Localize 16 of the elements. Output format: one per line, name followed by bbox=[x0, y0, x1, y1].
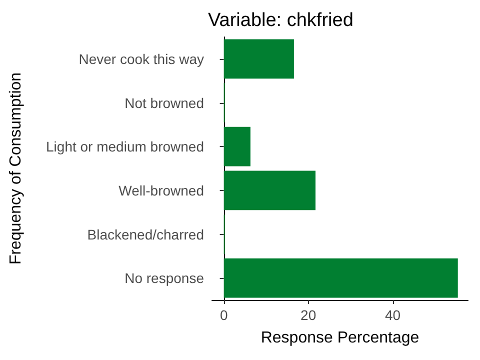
bar bbox=[224, 170, 316, 210]
bar bbox=[224, 126, 250, 166]
y-tick-label: No response bbox=[124, 270, 204, 286]
x-axis-title: Response Percentage bbox=[260, 330, 420, 346]
x-tick-label: 0 bbox=[220, 307, 228, 323]
bar bbox=[224, 258, 458, 298]
x-tick-label: 20 bbox=[300, 307, 316, 323]
y-tick-label: Light or medium browned bbox=[46, 138, 204, 155]
y-tick-label: Never cook this way bbox=[78, 50, 204, 67]
x-tick-label: 40 bbox=[385, 307, 401, 323]
bar bbox=[224, 39, 294, 79]
chart-title: Variable: chkfried bbox=[208, 10, 354, 31]
y-axis-title: Frequency of Consumption bbox=[8, 72, 24, 265]
y-tick-label: Well-browned bbox=[118, 182, 204, 198]
y-tick-label: Not browned bbox=[124, 94, 204, 111]
y-tick-label: Blackened/charred bbox=[87, 226, 204, 242]
